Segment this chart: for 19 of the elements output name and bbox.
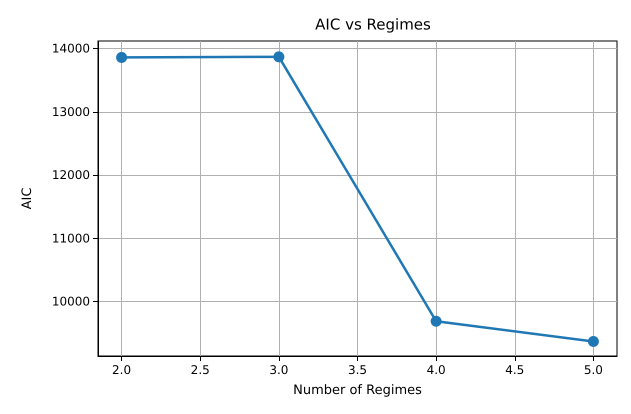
x-tick-label: 2.0 <box>112 363 132 377</box>
x-tick-label: 3.5 <box>348 363 368 377</box>
y-tick-label: 12000 <box>52 168 90 182</box>
x-tick-label: 5.0 <box>584 363 603 377</box>
y-tick-label: 14000 <box>52 42 90 56</box>
y-axis-title: AIC <box>20 188 35 210</box>
point <box>430 316 442 327</box>
chart-title: AIC vs Regimes <box>315 16 432 34</box>
point <box>116 52 128 63</box>
point <box>588 336 599 347</box>
y-tick-label: 13000 <box>52 104 90 119</box>
x-axis-title: Number of Regimes <box>293 383 422 398</box>
point <box>273 51 284 62</box>
x-tick-label: 4.0 <box>426 363 446 377</box>
y-tick-label: 11000 <box>52 231 90 246</box>
x-tick-label: 3.0 <box>269 363 288 377</box>
y-tick-label: 10000 <box>52 294 90 309</box>
x-tick-label: 2.5 <box>190 363 210 377</box>
x-tick-label: 4.5 <box>505 363 524 377</box>
